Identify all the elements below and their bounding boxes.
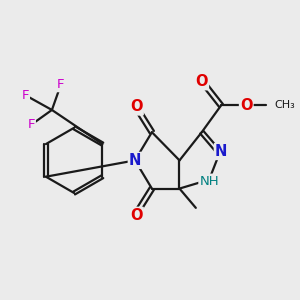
Text: NH: NH [200, 175, 219, 188]
Text: F: F [27, 118, 35, 131]
Text: F: F [57, 78, 64, 91]
Text: O: O [240, 98, 253, 113]
Text: F: F [22, 88, 29, 102]
Text: O: O [130, 208, 143, 223]
Text: O: O [196, 74, 208, 89]
Text: O: O [130, 100, 143, 115]
Text: CH₃: CH₃ [274, 100, 295, 110]
Text: N: N [129, 153, 141, 168]
Text: N: N [215, 144, 227, 159]
